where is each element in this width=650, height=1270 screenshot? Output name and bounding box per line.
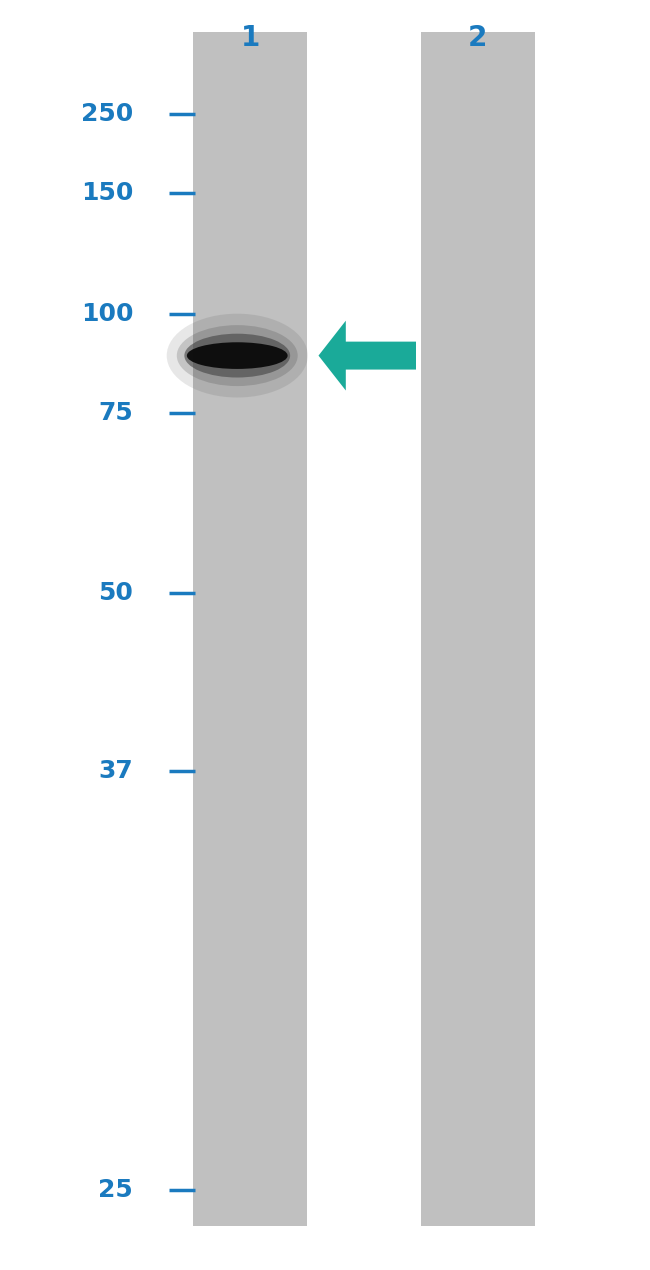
Bar xyxy=(421,32,534,1226)
Text: 25: 25 xyxy=(99,1179,133,1201)
Ellipse shape xyxy=(185,334,290,377)
Text: 2: 2 xyxy=(468,24,488,52)
Text: 250: 250 xyxy=(81,103,133,126)
Text: 75: 75 xyxy=(99,401,133,424)
Text: 100: 100 xyxy=(81,302,133,325)
Ellipse shape xyxy=(187,342,287,370)
Text: 37: 37 xyxy=(99,759,133,782)
Ellipse shape xyxy=(166,314,308,398)
FancyArrow shape xyxy=(318,321,416,391)
Ellipse shape xyxy=(177,325,298,386)
Bar xyxy=(194,32,307,1226)
Text: 150: 150 xyxy=(81,182,133,204)
Text: 50: 50 xyxy=(98,582,133,605)
Text: 1: 1 xyxy=(240,24,260,52)
